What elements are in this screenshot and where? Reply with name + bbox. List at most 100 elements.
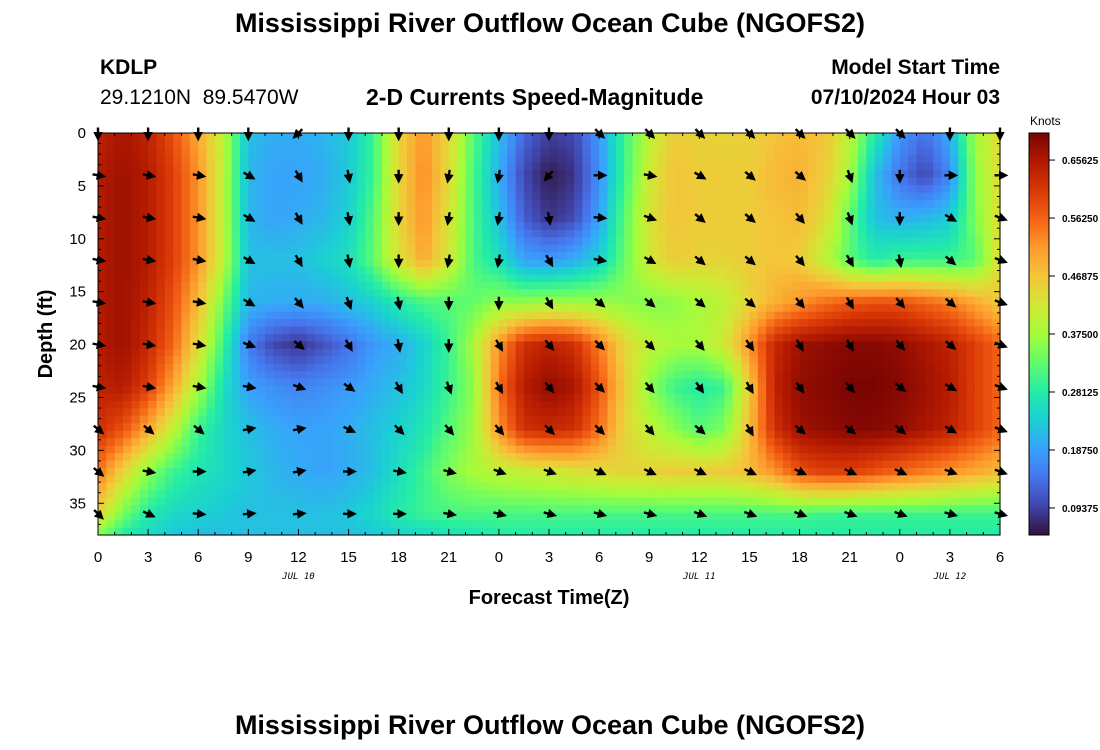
heatmap-cell bbox=[565, 244, 575, 253]
heatmap-cell bbox=[883, 274, 893, 283]
heatmap-cell bbox=[565, 401, 575, 410]
heatmap-cell bbox=[331, 155, 341, 164]
heatmap-cell bbox=[114, 334, 124, 343]
heatmap-cell bbox=[114, 371, 124, 380]
heatmap-cell bbox=[782, 133, 792, 142]
heatmap-cell bbox=[590, 207, 600, 216]
heatmap-cell bbox=[532, 438, 542, 447]
heatmap-cell bbox=[707, 214, 717, 223]
heatmap-cell bbox=[223, 408, 233, 417]
heatmap-cell bbox=[899, 192, 909, 201]
heatmap-cell bbox=[365, 408, 375, 417]
heatmap-cell bbox=[290, 363, 300, 372]
heatmap-cell bbox=[949, 348, 959, 357]
heatmap-cell bbox=[891, 162, 901, 171]
heatmap-cell bbox=[707, 177, 717, 186]
heatmap-cell bbox=[448, 289, 458, 298]
heatmap-cell bbox=[824, 438, 834, 447]
heatmap-cell bbox=[532, 170, 542, 179]
heatmap-cell bbox=[473, 423, 483, 432]
heatmap-cell bbox=[908, 222, 918, 231]
heatmap-cell bbox=[457, 214, 467, 223]
heatmap-cell bbox=[98, 133, 107, 142]
heatmap-cell bbox=[373, 229, 383, 238]
heatmap-cell bbox=[507, 415, 517, 424]
heatmap-cell bbox=[649, 438, 659, 447]
heatmap-cell bbox=[198, 289, 208, 298]
heatmap-cell bbox=[440, 453, 450, 462]
heatmap-cell bbox=[582, 259, 592, 268]
heatmap-cell bbox=[908, 214, 918, 223]
heatmap-cell bbox=[440, 378, 450, 387]
heatmap-cell bbox=[983, 356, 993, 365]
heatmap-cell bbox=[732, 252, 742, 261]
heatmap-cell bbox=[858, 244, 867, 253]
heatmap-cell bbox=[632, 252, 642, 261]
heatmap-cell bbox=[624, 423, 634, 432]
heatmap-cell bbox=[682, 200, 692, 209]
heatmap-cell bbox=[799, 371, 809, 380]
heatmap-cell bbox=[381, 326, 391, 335]
heatmap-cell bbox=[273, 304, 283, 313]
heatmap-cell bbox=[899, 311, 909, 320]
heatmap-cell bbox=[198, 408, 208, 417]
heatmap-cell bbox=[916, 296, 926, 305]
heatmap-cell bbox=[356, 334, 366, 343]
heatmap-cell bbox=[323, 237, 333, 246]
heatmap-cell bbox=[415, 252, 425, 261]
heatmap-cell bbox=[941, 371, 951, 380]
heatmap-cell bbox=[381, 207, 391, 216]
heatmap-cell bbox=[482, 207, 492, 216]
heatmap-cell bbox=[214, 177, 224, 186]
heatmap-cell bbox=[799, 460, 809, 469]
heatmap-cell bbox=[189, 401, 199, 410]
heatmap-cell bbox=[98, 304, 107, 313]
heatmap-cell bbox=[657, 140, 667, 149]
heatmap-cell bbox=[523, 229, 533, 238]
heatmap-cell bbox=[482, 155, 492, 164]
heatmap-cell bbox=[532, 460, 542, 469]
heatmap-cell bbox=[949, 430, 959, 439]
heatmap-cell bbox=[532, 177, 542, 186]
heatmap-cell bbox=[849, 259, 859, 268]
heatmap-cell bbox=[949, 363, 959, 372]
heatmap-cell bbox=[323, 453, 333, 462]
heatmap-cell bbox=[223, 259, 233, 268]
heatmap-cell bbox=[106, 192, 116, 201]
heatmap-cell bbox=[98, 274, 107, 283]
heatmap-cell bbox=[916, 274, 926, 283]
heatmap-cell bbox=[106, 453, 116, 462]
heatmap-cell bbox=[899, 460, 909, 469]
heatmap-cell bbox=[315, 415, 325, 424]
heatmap-cell bbox=[432, 393, 442, 402]
heatmap-cell bbox=[189, 304, 199, 313]
heatmap-cell bbox=[189, 378, 199, 387]
heatmap-cell bbox=[832, 468, 842, 477]
heatmap-cell bbox=[198, 430, 208, 439]
heatmap-cell bbox=[832, 371, 842, 380]
heatmap-cell bbox=[690, 140, 700, 149]
heatmap-cell bbox=[490, 296, 500, 305]
heatmap-cell bbox=[874, 453, 884, 462]
heatmap-cell bbox=[657, 438, 667, 447]
heatmap-cell bbox=[515, 468, 525, 477]
heatmap-cell bbox=[189, 356, 199, 365]
heatmap-cell bbox=[231, 140, 241, 149]
heatmap-cell bbox=[340, 371, 350, 380]
heatmap-cell bbox=[340, 147, 350, 156]
heatmap-cell bbox=[824, 468, 834, 477]
heatmap-cell bbox=[198, 274, 208, 283]
heatmap-cell bbox=[858, 237, 867, 246]
heatmap-cell bbox=[407, 319, 416, 328]
heatmap-cell bbox=[223, 229, 233, 238]
heatmap-cell bbox=[858, 222, 867, 231]
heatmap-cell bbox=[849, 363, 859, 372]
heatmap-cell bbox=[156, 423, 166, 432]
heatmap-cell bbox=[315, 468, 325, 477]
heatmap-cell bbox=[557, 259, 567, 268]
heatmap-cell bbox=[415, 386, 425, 395]
heatmap-cell bbox=[749, 237, 759, 246]
heatmap-cell bbox=[908, 460, 918, 469]
heatmap-cell bbox=[482, 363, 492, 372]
heatmap-cell bbox=[290, 155, 300, 164]
